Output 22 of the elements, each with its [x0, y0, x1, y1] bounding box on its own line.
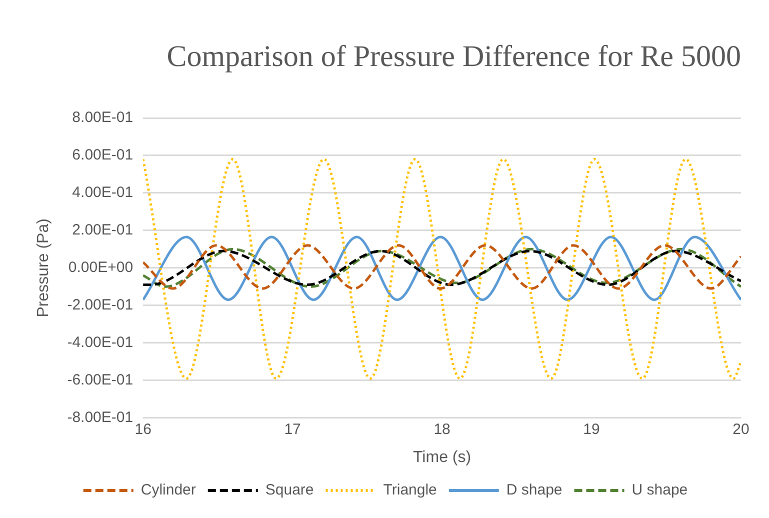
legend-label: Triangle [383, 482, 437, 499]
legend-label: U shape [632, 482, 688, 499]
y-tick-label: 0.00E+00 [68, 259, 134, 276]
y-axis-title: Pressure (Pa) [35, 218, 52, 318]
x-tick-label: 17 [284, 420, 301, 438]
x-tick-label: 18 [434, 420, 450, 438]
legend-label: Square [265, 482, 314, 499]
y-tick-label: -6.00E-01 [67, 371, 134, 388]
y-tick-label: 8.00E-01 [72, 109, 134, 126]
y-tick-label: 4.00E-01 [72, 184, 134, 202]
x-tick-label: 20 [732, 420, 750, 438]
legend-label: D shape [506, 482, 562, 499]
legend-label: Cylinder [140, 482, 196, 499]
x-tick-label: 19 [583, 420, 600, 438]
y-tick-label: -4.00E-01 [67, 334, 134, 351]
chart-title: Comparison of Pressure Difference for Re 5000 [166, 40, 741, 73]
y-tick-label: 2.00E-01 [72, 222, 134, 239]
x-axis-title: Time (s) [413, 448, 472, 466]
y-tick-label: 6.00E-01 [72, 146, 134, 164]
y-tick-label: -8.00E-01 [67, 408, 134, 426]
y-tick-label: -2.00E-01 [67, 296, 134, 314]
x-tick-label: 16 [134, 420, 152, 438]
